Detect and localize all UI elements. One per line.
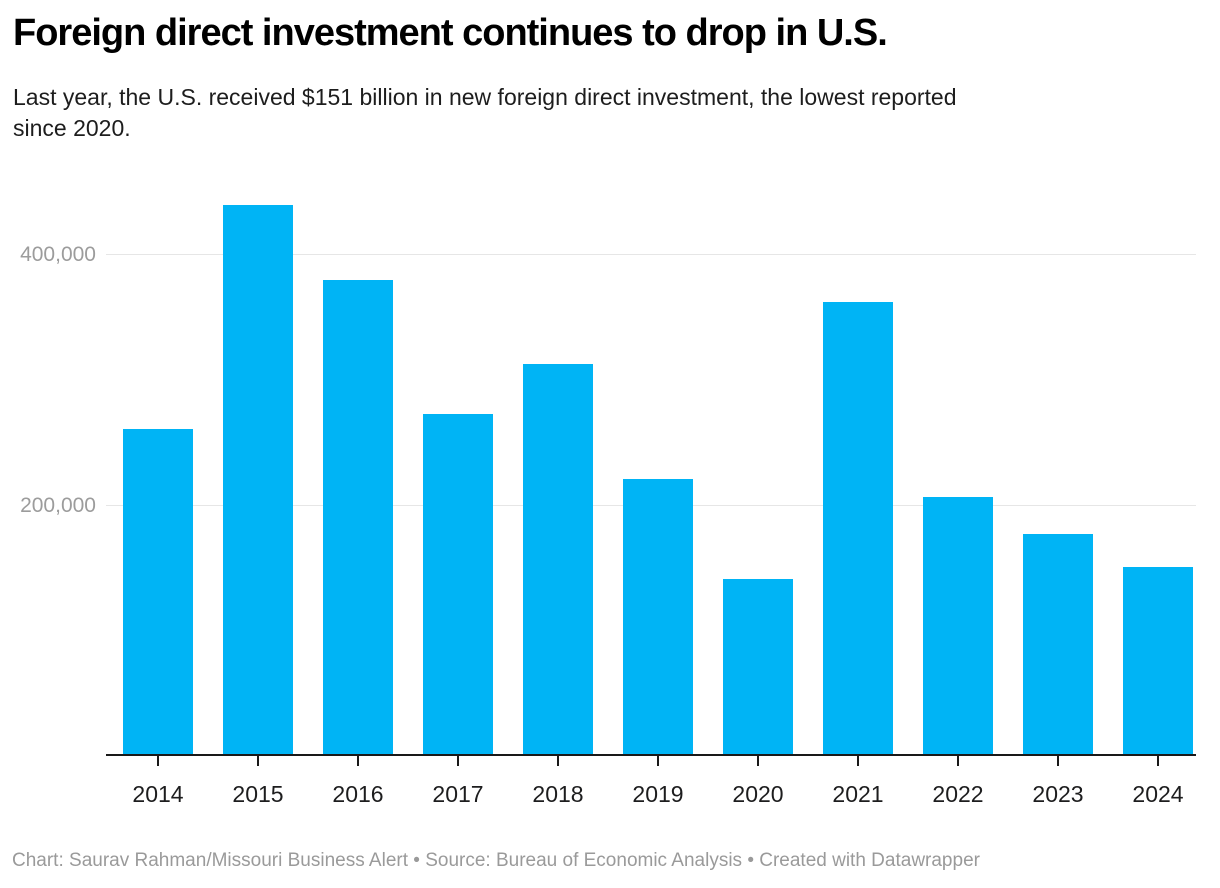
x-axis-label-2020: 2020 [732, 781, 784, 807]
x-axis-tick-2019 [657, 756, 659, 766]
bar-2016 [323, 280, 393, 756]
x-axis-label-2018: 2018 [532, 781, 584, 807]
bar-2021 [823, 301, 893, 756]
footer-credit-source-text: Chart: Saurav Rahman/Missouri Business A… [12, 850, 980, 871]
y-axis-label-400000: 400,000 [20, 243, 96, 267]
x-axis-tick-2021 [857, 756, 859, 766]
bar-2014 [123, 429, 193, 756]
x-axis-line [106, 754, 1196, 756]
x-axis-label-2014: 2014 [132, 781, 184, 807]
x-axis-tick-2024 [1157, 756, 1159, 766]
x-axis-tick-2014 [157, 756, 159, 766]
bar-2024 [1123, 566, 1193, 756]
x-axis-tick-2018 [557, 756, 559, 766]
x-axis-label-2017: 2017 [432, 781, 484, 807]
bar-2022 [923, 497, 993, 756]
bar-2017 [423, 413, 493, 756]
x-axis-tick-2015 [257, 756, 259, 766]
x-axis-label-2024: 2024 [1132, 781, 1184, 807]
chart-footer: Chart: Saurav Rahman/Missouri Business A… [12, 849, 1208, 873]
bar-2020 [723, 578, 793, 756]
bar-2023 [1023, 534, 1093, 756]
x-axis-tick-2017 [457, 756, 459, 766]
x-axis-tick-2020 [757, 756, 759, 766]
x-axis-label-2019: 2019 [632, 781, 684, 807]
chart-subtitle: Last year, the U.S. received $151 billio… [13, 82, 957, 144]
bar-2019 [623, 479, 693, 756]
y-axis-label-200000: 200,000 [20, 493, 96, 517]
chart-title: Foreign direct investment continues to d… [13, 12, 888, 54]
y-gridline-400000 [106, 254, 1196, 256]
x-axis-tick-2022 [957, 756, 959, 766]
x-axis-label-2016: 2016 [332, 781, 384, 807]
bar-2018 [523, 364, 593, 756]
chart-subtitle-line-1: Last year, the U.S. received $151 billio… [13, 84, 957, 110]
x-axis-label-2022: 2022 [932, 781, 984, 807]
chart-subtitle-line-2: since 2020. [13, 115, 131, 141]
x-axis-tick-2016 [357, 756, 359, 766]
bar-chart-plot-area: 200,000 400,000 2014 2015 2016 2017 2018 2019 20… [0, 170, 1220, 807]
x-axis-label-2023: 2023 [1032, 781, 1084, 807]
x-axis-label-2015: 2015 [232, 781, 284, 807]
x-axis-label-2021: 2021 [832, 781, 884, 807]
bar-2015 [223, 205, 293, 756]
x-axis-tick-2023 [1057, 756, 1059, 766]
